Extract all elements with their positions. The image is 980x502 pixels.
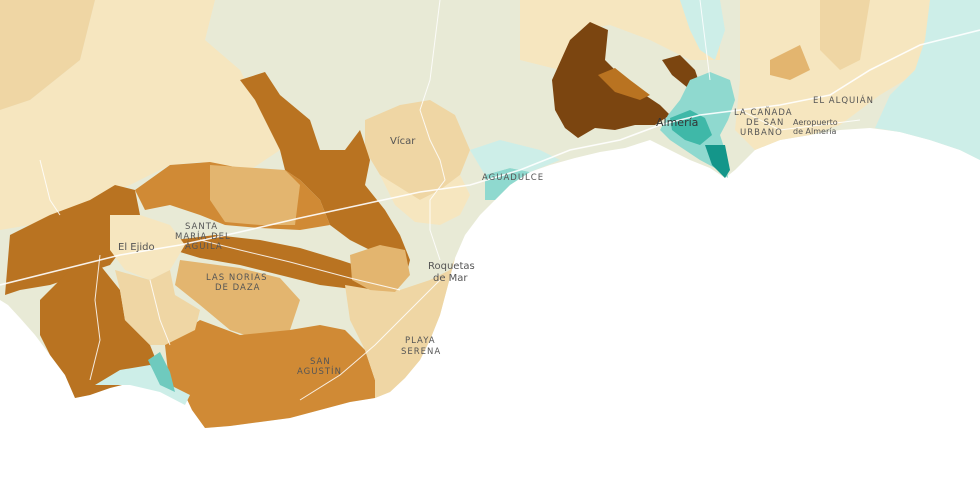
region-brown-norias-band <box>175 235 400 292</box>
label-el-alquian: EL ALQUIÁN <box>813 94 874 106</box>
label-san-agustin-2: AGUSTÍN <box>297 365 342 377</box>
region-midteal-southwest <box>148 352 175 392</box>
label-roquetas-2: de Mar <box>433 273 468 284</box>
region-darkteal-almeria <box>705 145 730 178</box>
label-las-norias-1: LAS NORIAS <box>206 273 268 283</box>
label-la-canada-2: DE SAN <box>746 118 784 128</box>
region-brown-almeria-inner <box>598 68 650 100</box>
region-cream-north-east <box>520 0 720 70</box>
label-roquetas-1: Roquetas <box>428 261 475 272</box>
region-tan-roquetas <box>350 245 410 292</box>
label-playa-serena-2: SERENA <box>401 347 441 357</box>
region-tan-east-2 <box>770 45 810 80</box>
map-labels: Vícar AGUADULCE Almería LA CAÑADA DE SAN… <box>118 94 874 377</box>
region-midteal-almeria <box>670 110 712 145</box>
region-lightteal-coast <box>470 140 560 175</box>
label-san-agustin-1: SAN <box>310 357 331 367</box>
label-santa-maria-3: ÁGUILA <box>185 240 223 252</box>
region-cream-west <box>0 0 280 230</box>
label-santa-maria-1: SANTA <box>185 222 218 232</box>
region-light-south-ejido <box>115 270 200 345</box>
region-teal-southwest-coast <box>95 365 190 405</box>
region-teal-almeria-north <box>680 0 725 60</box>
region-teal-northeast <box>875 0 980 160</box>
label-aeropuerto-1: Aeropuerto <box>793 118 838 127</box>
label-almeria: Almería <box>656 116 698 129</box>
label-el-ejido: El Ejido <box>118 242 155 253</box>
road-network <box>0 0 980 400</box>
label-vicar: Vícar <box>390 135 416 147</box>
label-aeropuerto-2: de Almería <box>793 127 836 136</box>
region-tan-central <box>210 165 300 225</box>
label-aguadulce: AGUADULCE <box>482 173 544 183</box>
label-la-canada-3: URBANO <box>740 128 783 138</box>
label-santa-maria-2: MARÍA DEL <box>175 230 231 242</box>
region-tan-north-west <box>0 0 95 110</box>
region-brown-north-band <box>240 72 410 280</box>
region-tan-norias <box>175 260 300 340</box>
region-cream-east <box>735 0 930 150</box>
region-dark-brown-small <box>662 55 700 88</box>
region-brown-southwest <box>40 265 160 398</box>
region-brown-west <box>5 185 140 295</box>
region-ochre-san-agustin <box>165 320 375 428</box>
region-teal-aguadulce <box>485 168 530 200</box>
label-playa-serena-1: PLAYA <box>405 336 436 346</box>
label-las-norias-2: DE DAZA <box>215 283 260 293</box>
label-la-canada-1: LA CAÑADA <box>734 107 793 118</box>
region-tan-east-1 <box>820 0 870 70</box>
region-cream-ejido <box>110 215 185 280</box>
